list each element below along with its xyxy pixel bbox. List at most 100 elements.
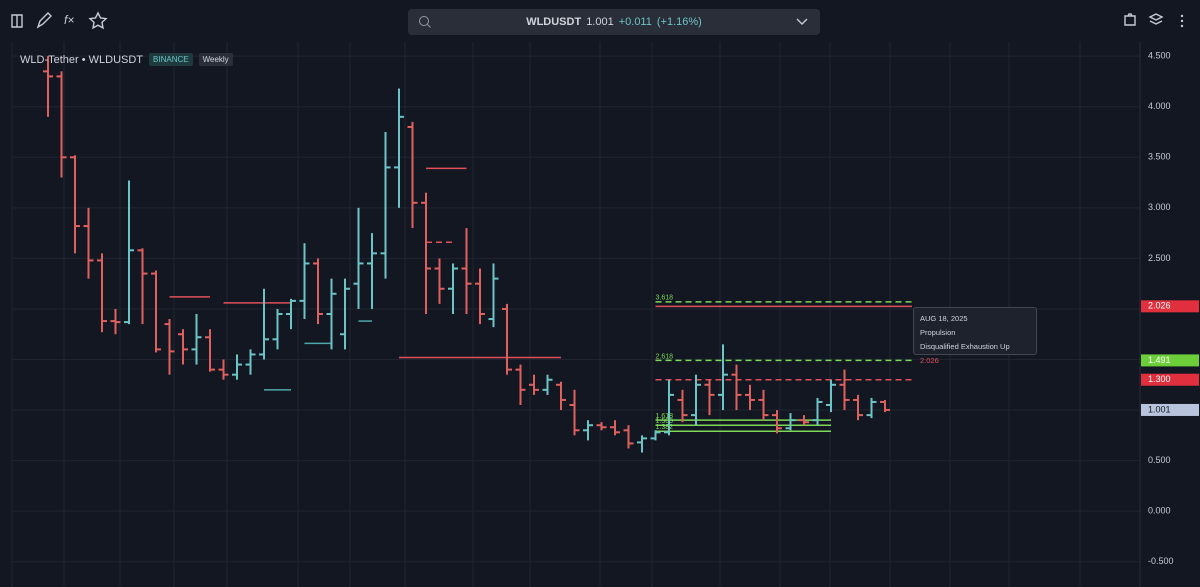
camera-icon[interactable] bbox=[1124, 13, 1136, 26]
ohlc-bar bbox=[853, 394, 863, 421]
price-tag-label: 1.491 bbox=[1148, 355, 1171, 365]
level-label: 1.500 bbox=[656, 418, 674, 425]
ohlc-bar bbox=[232, 354, 242, 380]
ohlc-bar bbox=[110, 308, 121, 335]
change: +0.011 bbox=[618, 16, 652, 28]
layers-icon[interactable] bbox=[1148, 13, 1164, 25]
book-icon[interactable] bbox=[11, 14, 23, 28]
ohlc-bar bbox=[826, 379, 836, 413]
price-tag-label: 1.001 bbox=[1148, 404, 1171, 414]
price-tag-label: 1.300 bbox=[1148, 374, 1171, 384]
ohlc-bar bbox=[880, 399, 890, 413]
ohlc-bar bbox=[178, 329, 188, 365]
ohlc-bar bbox=[542, 374, 553, 395]
ohlc-bar bbox=[664, 379, 674, 436]
change-pct: (+1.16%) bbox=[656, 16, 702, 28]
ohlc-bar bbox=[353, 207, 364, 309]
ohlc-bar bbox=[407, 121, 418, 229]
ohlc-bar bbox=[421, 192, 431, 315]
ohlc-bar bbox=[772, 410, 782, 434]
y-tick-label: 4.500 bbox=[1148, 51, 1171, 61]
level-label: 2.618 bbox=[656, 353, 674, 360]
symbol-search[interactable]: WLDUSDT 1.001 +0.011 (+1.16%) bbox=[408, 9, 820, 35]
level-label: 1.618 bbox=[656, 413, 674, 420]
ohlc-bar bbox=[124, 180, 134, 325]
ohlc-bar bbox=[502, 303, 512, 375]
fx-icon[interactable]: f× bbox=[64, 13, 74, 27]
ohlc-bar bbox=[340, 278, 350, 350]
ohlc-bar bbox=[380, 132, 391, 279]
price-tag bbox=[1141, 354, 1199, 367]
symbol: WLDUSDT bbox=[526, 16, 582, 28]
y-tick-label: 0.000 bbox=[1148, 506, 1171, 516]
price-tag bbox=[1141, 403, 1199, 416]
ohlc-bar bbox=[488, 263, 499, 328]
ohlc-bar bbox=[583, 420, 593, 441]
chart-legend: WLD-Tether • WLDUSDT BINANCE Weekly bbox=[20, 53, 233, 66]
ohlc-bar bbox=[718, 344, 728, 411]
ohlc-bar bbox=[434, 258, 445, 304]
ohlc-bar bbox=[448, 263, 458, 315]
ohlc-bar bbox=[799, 415, 809, 426]
ohlc-bar bbox=[151, 270, 161, 353]
ohlc-bar bbox=[164, 319, 175, 375]
ohlc-bar bbox=[326, 278, 337, 350]
price-tag bbox=[1141, 300, 1199, 313]
ohlc-bar bbox=[43, 56, 53, 117]
pen-icon[interactable] bbox=[36, 12, 52, 29]
ohlc-bar bbox=[623, 425, 634, 449]
star-icon[interactable] bbox=[88, 11, 108, 30]
ohlc-bar bbox=[97, 253, 107, 333]
ohlc-bar bbox=[556, 381, 566, 411]
tooltip: AUG 18, 2025 Propulsion Disqualified Exh… bbox=[913, 307, 1037, 365]
chart: -0.5000.0000.5001.0001.5002.0002.5003.00… bbox=[11, 42, 1199, 587]
ohlc-bar bbox=[83, 207, 94, 279]
interval[interactable]: Weekly bbox=[198, 53, 233, 66]
price-tag bbox=[1141, 373, 1199, 386]
ohlc-bar bbox=[866, 397, 877, 419]
exchange: BINANCE bbox=[149, 53, 193, 66]
ohlc-bar bbox=[610, 420, 620, 436]
toolbar-icons: f× bbox=[11, 11, 1184, 30]
ohlc-bar bbox=[529, 374, 539, 395]
ohlc-bar bbox=[286, 298, 296, 330]
y-tick-label: 2.500 bbox=[1148, 253, 1171, 263]
level-label: 3.618 bbox=[656, 295, 674, 302]
ohlc-bar bbox=[704, 379, 715, 416]
tooltip-text: Disqualified Exhaustion Up bbox=[920, 342, 1010, 351]
level-label: 1.382 bbox=[656, 424, 674, 431]
ohlc-bar bbox=[839, 369, 850, 411]
ohlc-bar bbox=[677, 389, 688, 423]
y-tick-label: 0.500 bbox=[1148, 455, 1171, 465]
price-tag-label: 2.026 bbox=[1148, 301, 1171, 311]
ohlc-bar bbox=[394, 88, 404, 208]
tooltip-date: AUG 18, 2025 bbox=[920, 314, 968, 323]
ohlc-bar bbox=[596, 422, 607, 431]
ohlc-bar bbox=[245, 349, 256, 375]
search-icon bbox=[419, 16, 431, 28]
y-tick-label: -0.500 bbox=[1148, 556, 1174, 566]
ohlc-bar bbox=[205, 329, 215, 372]
ohlc-bar bbox=[569, 389, 580, 436]
menu-icon[interactable] bbox=[1180, 14, 1184, 28]
ohlc-bar bbox=[367, 233, 377, 309]
ohlc-bar bbox=[758, 389, 769, 421]
price: 1.001 bbox=[586, 16, 614, 28]
ohlc-bar bbox=[137, 248, 148, 325]
ohlc-bar bbox=[812, 397, 823, 426]
ohlc-bar bbox=[691, 374, 701, 426]
chart-title: WLD-Tether • WLDUSDT bbox=[20, 53, 144, 66]
tooltip-title: Propulsion bbox=[920, 328, 956, 337]
ohlc-bar bbox=[191, 314, 202, 365]
ohlc-bar bbox=[515, 364, 526, 406]
ohlc-bar bbox=[650, 430, 661, 441]
ohlc-bar bbox=[218, 359, 229, 380]
ohlc-bar bbox=[637, 435, 647, 453]
ohlc-bar bbox=[475, 268, 485, 325]
ohlc-bar bbox=[731, 364, 742, 411]
tooltip-line: Disqualified Exhaustion Up 2.026 bbox=[920, 340, 1030, 368]
ohlc-bar bbox=[272, 308, 283, 350]
ohlc-bar bbox=[785, 413, 796, 431]
y-tick-label: 3.000 bbox=[1148, 202, 1171, 212]
ohlc-bar bbox=[745, 384, 755, 411]
